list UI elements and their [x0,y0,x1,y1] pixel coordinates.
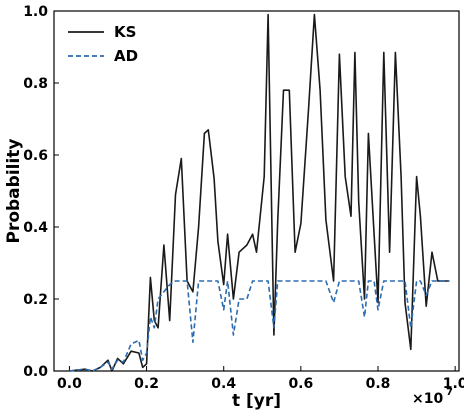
y-axis-label: Probability [4,138,24,243]
y-tick-label: 0.6 [23,148,48,164]
series-line-ks [69,13,450,372]
legend-label-ad: AD [114,47,138,65]
y-tick-label: 0.4 [23,220,48,236]
x-tick-label: 0.6 [288,376,313,392]
x-tick-label: 0.4 [211,376,236,392]
y-tick-label: 0.8 [23,76,48,92]
plot-frame [53,10,460,372]
x-tick-label: 0.8 [366,376,391,392]
x-tick-label: 0.0 [57,376,82,392]
x-tick-label: 0.2 [134,376,159,392]
y-tick-label: 0.2 [23,292,48,308]
y-tick-label: 1.0 [23,4,48,20]
x-axis-label: t [yr] [232,391,281,411]
x-offset-text: ×10 [412,391,443,407]
x-tick-label: 1.0 [443,376,464,392]
x-offset-exponent: 7 [446,387,453,398]
series-line-ad [69,280,450,372]
y-tick-label: 0.0 [23,364,48,380]
legend-label-ks: KS [114,23,136,41]
